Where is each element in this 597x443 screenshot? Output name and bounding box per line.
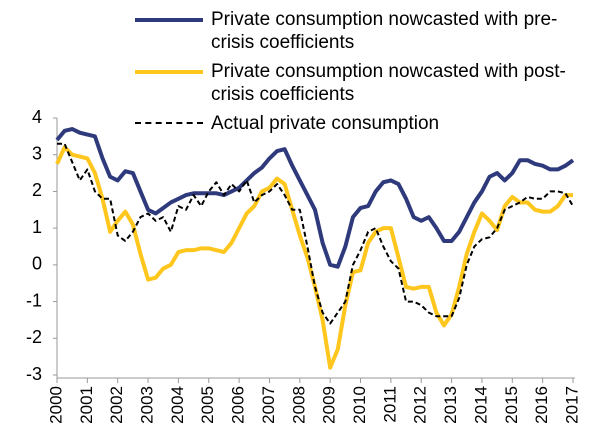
legend-entry: Private consumption nowcasted with post-… [135, 60, 596, 106]
y-tick-label: -1 [26, 290, 42, 310]
x-tick-label: 2006 [229, 386, 248, 424]
legend-label: Actual private consumption [211, 113, 440, 134]
x-tick-label: 2002 [107, 386, 126, 424]
y-tick-label: -3 [26, 364, 42, 384]
x-tick-label: 2011 [380, 386, 399, 423]
x-tick-label: 2017 [562, 386, 581, 424]
y-tick-label: 2 [32, 180, 42, 200]
x-tick-label: 2014 [471, 386, 490, 424]
x-tick-label: 2004 [168, 386, 187, 424]
x-tick-label: 2005 [198, 386, 217, 424]
y-tick-label: -2 [26, 327, 42, 347]
x-tick-label: 2013 [441, 386, 460, 424]
legend-swatch [135, 122, 203, 124]
legend-swatch [135, 18, 203, 22]
legend-swatch [135, 70, 203, 74]
x-tick-label: 2003 [138, 386, 157, 424]
series-line [57, 142, 574, 325]
x-tick-label: 2007 [259, 386, 278, 424]
series-line [55, 127, 575, 269]
legend-label: Private consumption nowcasted with post-… [211, 61, 566, 105]
y-tick-label: 4 [32, 107, 42, 127]
y-tick-label: 1 [32, 217, 42, 237]
x-tick-label: 2008 [289, 386, 308, 424]
y-tick-label: 3 [32, 143, 42, 163]
x-tick-label: 2016 [532, 386, 551, 424]
x-tick-label: 2012 [411, 386, 430, 424]
legend-entry: Private consumption nowcasted with pre-c… [135, 8, 596, 54]
y-tick-label: 0 [32, 254, 42, 274]
x-tick-label: 2000 [46, 386, 65, 424]
legend-entry: Actual private consumption [135, 112, 596, 135]
legend-label: Private consumption nowcasted with pre-c… [211, 9, 558, 53]
x-tick-label: 2015 [502, 386, 521, 424]
x-tick-label: 2010 [350, 386, 369, 424]
x-tick-label: 2001 [77, 386, 96, 424]
x-tick-label: 2009 [320, 386, 339, 424]
